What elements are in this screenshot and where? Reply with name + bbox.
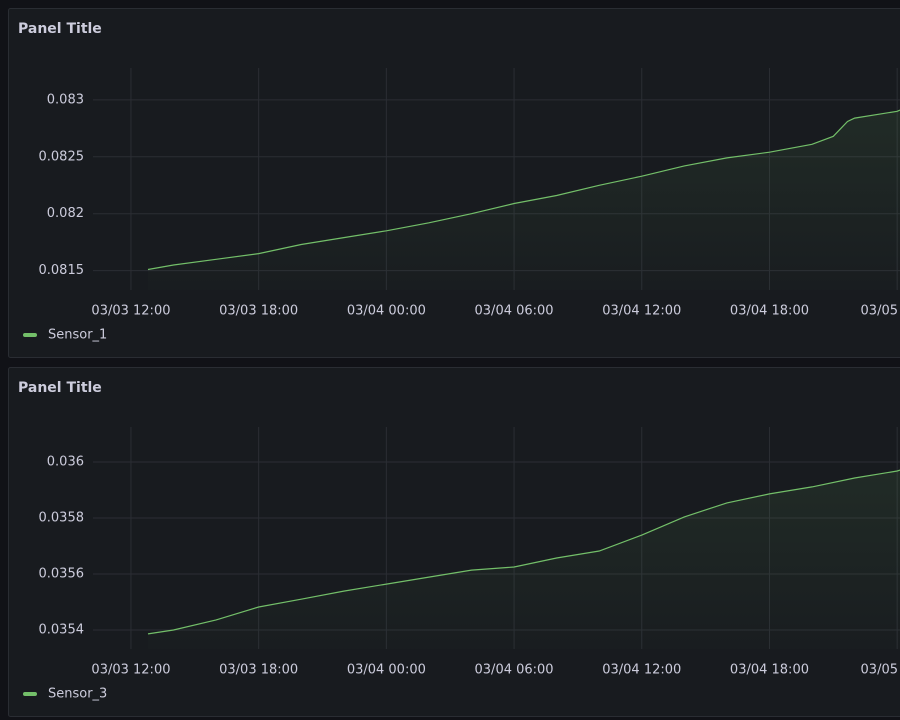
y-tick-label: 0.082 [47, 206, 84, 221]
y-tick-label: 0.0356 [39, 566, 85, 581]
series-line [147, 109, 900, 271]
x-tick-label: 03/04 18:00 [730, 304, 809, 319]
x-tick-label: 03/04 12:00 [602, 663, 681, 678]
series-line [147, 469, 900, 635]
x-tick-label: 03/04 12:00 [602, 304, 681, 319]
y-tick-label: 0.0358 [39, 510, 85, 525]
y-tick-label: 0.0815 [39, 263, 85, 278]
series-area [147, 110, 900, 290]
y-tick-label: 0.083 [47, 92, 84, 107]
y-tick-label: 0.036 [47, 454, 84, 469]
legend-swatch [23, 692, 37, 696]
x-tick-label: 03/04 18:00 [730, 663, 809, 678]
x-tick-label: 03/05 [861, 304, 898, 319]
panel-title: Panel Title [18, 21, 102, 37]
legend-label: Sensor_1 [48, 328, 107, 343]
x-tick-label: 03/04 00:00 [347, 663, 426, 678]
x-tick-label: 03/03 12:00 [91, 304, 170, 319]
x-tick-label: 03/03 12:00 [91, 663, 170, 678]
panel-title: Panel Title [18, 380, 102, 396]
x-tick-label: 03/05 [861, 663, 898, 678]
x-tick-label: 03/03 18:00 [219, 304, 298, 319]
x-tick-label: 03/03 18:00 [219, 663, 298, 678]
series-area [147, 470, 900, 649]
legend-label: Sensor_3 [48, 687, 107, 702]
x-tick-label: 03/04 06:00 [475, 663, 554, 678]
x-tick-label: 03/04 06:00 [475, 304, 554, 319]
x-tick-label: 03/04 00:00 [347, 304, 426, 319]
legend-swatch [23, 333, 37, 337]
y-tick-label: 0.0825 [39, 149, 85, 164]
y-tick-label: 0.0354 [39, 622, 85, 637]
